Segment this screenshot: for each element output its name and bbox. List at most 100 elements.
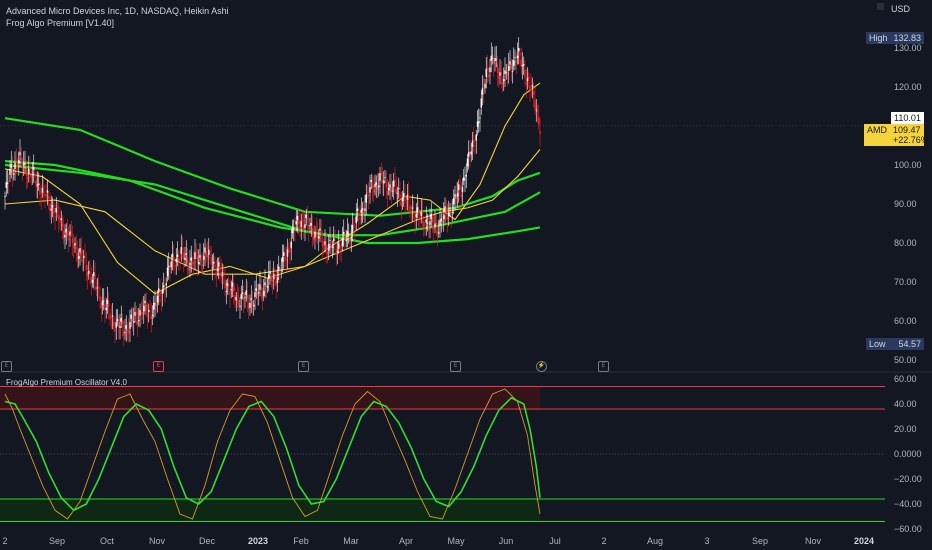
oscillator-legend[interactable]: FrogAlgo Premium Oscillator V4.0 <box>6 378 127 387</box>
candle <box>269 260 271 285</box>
earnings-event-icon[interactable]: E <box>450 361 461 372</box>
candle <box>501 76 504 93</box>
candle <box>285 246 287 272</box>
candle <box>155 291 157 315</box>
candle <box>390 173 392 204</box>
candle <box>509 50 511 71</box>
candle <box>270 271 272 288</box>
candle <box>211 254 214 281</box>
candle <box>373 177 375 203</box>
earnings-event-icon[interactable]: E <box>1 361 12 372</box>
candle <box>490 42 492 73</box>
candle <box>99 285 101 309</box>
candle <box>53 198 55 223</box>
candle <box>133 307 135 336</box>
candle <box>313 226 315 246</box>
candle <box>101 288 104 315</box>
candle <box>231 274 234 298</box>
symbol-title[interactable]: Advanced Micro Devices Inc, 1D, NASDAQ, … <box>6 6 229 16</box>
candle <box>321 230 324 260</box>
candle <box>94 261 96 291</box>
candle <box>454 185 456 211</box>
candle <box>174 259 176 275</box>
candle <box>191 256 194 270</box>
time-tick-label: Mar <box>343 536 359 546</box>
candle <box>233 274 235 305</box>
candle <box>60 210 62 231</box>
square-icon[interactable] <box>877 3 884 10</box>
candle <box>250 285 252 313</box>
candle <box>68 226 70 253</box>
candle <box>475 129 477 154</box>
candle <box>149 299 151 319</box>
candles <box>4 37 541 346</box>
candle <box>5 170 7 197</box>
currency-label[interactable]: USD <box>890 4 910 14</box>
candle <box>153 295 155 319</box>
candle <box>403 180 405 207</box>
candle <box>445 199 447 220</box>
candle <box>159 278 161 304</box>
candle <box>361 201 364 223</box>
candle <box>503 67 505 92</box>
candle <box>205 243 207 263</box>
candle <box>206 241 209 268</box>
candle <box>15 148 17 175</box>
candle <box>210 246 212 276</box>
candle <box>451 199 454 222</box>
osc-tick-label: 60.00 <box>894 374 917 384</box>
candle <box>319 218 321 242</box>
candle <box>325 232 327 264</box>
candle <box>246 281 249 313</box>
candle <box>529 73 531 103</box>
candle <box>104 296 106 324</box>
candle <box>356 198 359 222</box>
candle <box>296 210 299 233</box>
candle <box>538 104 540 130</box>
candle <box>369 174 371 204</box>
candle <box>83 250 85 272</box>
earnings-event-icon[interactable]: E <box>598 361 609 372</box>
candle <box>291 219 294 239</box>
earnings-miss-event-icon[interactable]: E <box>153 361 164 372</box>
candle <box>533 81 535 108</box>
candle <box>189 250 191 278</box>
price-change: +22.76% <box>893 135 929 145</box>
candle <box>76 240 79 270</box>
candle <box>11 156 14 188</box>
candle <box>355 202 357 231</box>
low-value: 54.57 <box>898 339 921 349</box>
candle <box>85 252 87 282</box>
candle <box>455 182 457 207</box>
candle <box>353 217 355 236</box>
candle <box>281 244 284 273</box>
earnings-event-icon[interactable]: E <box>298 361 309 372</box>
candle <box>404 183 406 215</box>
candle <box>134 302 136 323</box>
candle <box>23 151 25 176</box>
candle <box>65 223 67 245</box>
osc-tick-label: 0.0000 <box>894 449 922 459</box>
candle <box>125 315 127 342</box>
candle <box>39 182 41 207</box>
candle <box>309 217 311 232</box>
split-event-icon[interactable]: ⚡ <box>536 361 547 372</box>
candle <box>483 76 485 104</box>
candle <box>316 221 319 244</box>
candle <box>63 217 65 245</box>
candle <box>128 318 130 343</box>
osc-tick-label: 40.00 <box>894 399 917 409</box>
indicator-legend[interactable]: Frog Algo Premium [V1.40] <box>6 18 115 28</box>
candle <box>255 275 257 299</box>
candle <box>496 56 499 87</box>
candle <box>161 282 164 307</box>
candle <box>524 60 526 87</box>
candle <box>179 250 181 272</box>
candle <box>35 171 37 198</box>
candle <box>194 239 196 271</box>
candle <box>434 210 436 234</box>
prev-close-tag: 110.01 <box>891 112 924 124</box>
candle <box>220 259 222 284</box>
candle <box>383 171 385 197</box>
